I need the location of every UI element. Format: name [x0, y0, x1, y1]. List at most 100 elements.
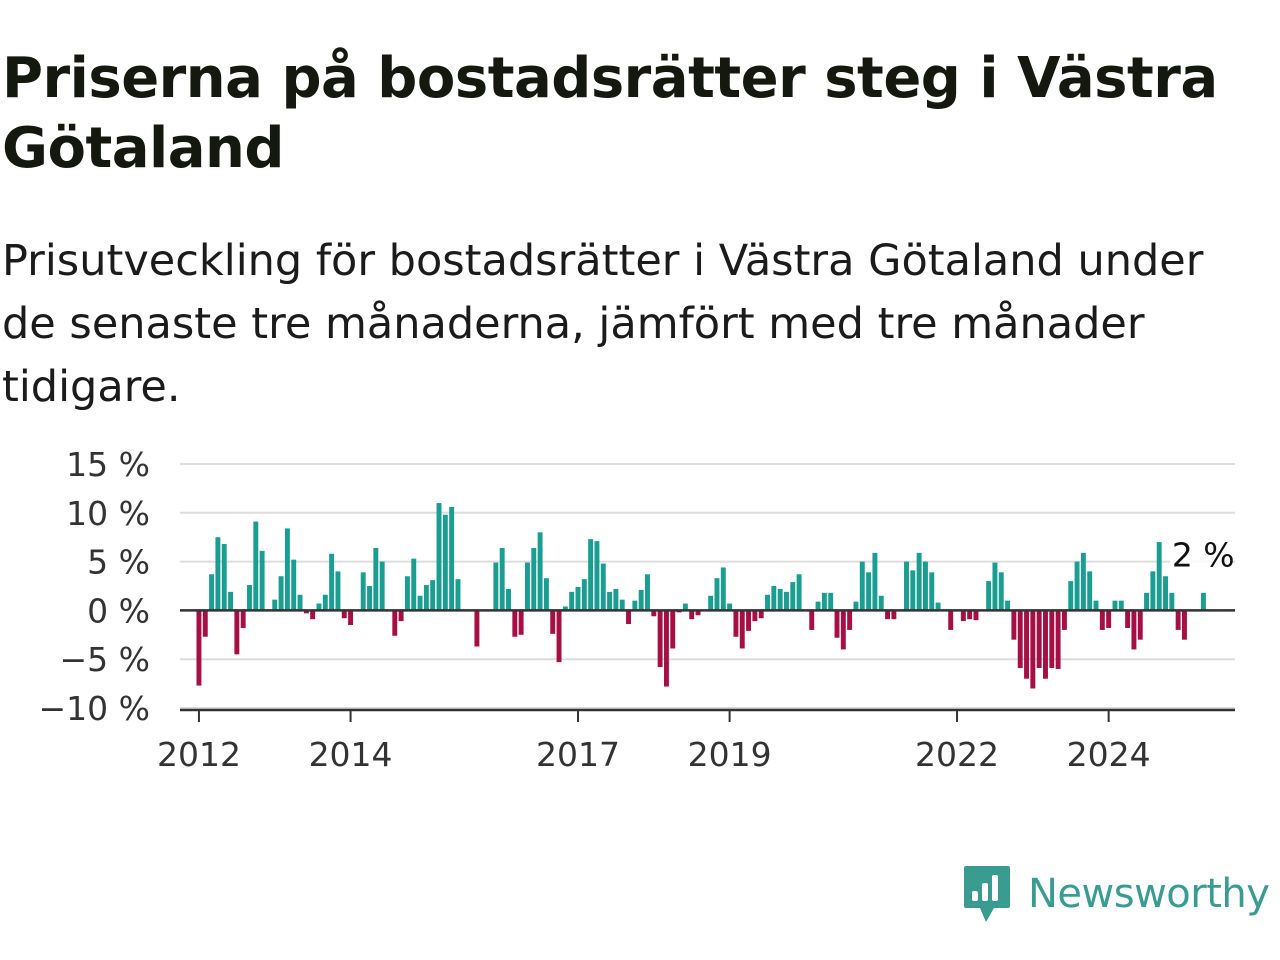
bar [1024, 610, 1029, 679]
bar [543, 578, 549, 611]
bar [474, 610, 480, 647]
bar [916, 552, 922, 611]
bar [651, 610, 657, 617]
bar [588, 539, 594, 611]
bar [524, 562, 530, 611]
bar [714, 578, 720, 611]
bar [550, 610, 556, 634]
bar [1005, 600, 1011, 611]
bar [922, 561, 928, 611]
bar [866, 572, 872, 611]
bar [1106, 610, 1112, 628]
chart-title: Priserna på bostadsrätter steg i Västra … [2, 46, 1218, 181]
bars [196, 503, 1206, 689]
bar [499, 547, 505, 611]
bar [562, 606, 568, 611]
bar [348, 610, 354, 626]
bar [771, 586, 777, 611]
bar [411, 558, 417, 611]
bar [828, 592, 834, 611]
annotation-label: 2 % [1172, 536, 1235, 575]
chart-subtitle: Prisutveckling för bostadsrätter i Västr… [2, 236, 1204, 412]
brand-name: Newsworthy [1028, 871, 1270, 917]
bar [392, 610, 398, 636]
bar [518, 610, 524, 635]
bar [682, 603, 688, 611]
bar [259, 550, 265, 611]
bar [663, 610, 669, 687]
bar [360, 572, 366, 611]
y-tick-label: −5 % [60, 640, 151, 679]
bar [234, 610, 240, 655]
bar [253, 521, 259, 611]
bar [752, 610, 758, 622]
bar [872, 552, 878, 611]
bar [367, 586, 372, 611]
bar [657, 610, 663, 668]
bar [1156, 542, 1162, 611]
bar [202, 610, 208, 637]
axes [180, 609, 1235, 722]
bar [575, 586, 581, 611]
bar [341, 610, 347, 619]
bar [1080, 552, 1086, 611]
bar [1150, 571, 1156, 611]
bar [1017, 610, 1023, 668]
bar [720, 567, 726, 611]
bar [278, 576, 284, 611]
bar [815, 601, 821, 611]
bar [967, 610, 973, 620]
bar [1036, 610, 1042, 668]
tick-labels: 15 % 10 % 5 % 0 % −5 % −10 %2012 2014 2017 2019 2… [39, 445, 1235, 774]
bar [1099, 610, 1105, 630]
bar [821, 592, 827, 611]
bar [215, 537, 221, 611]
bar [1068, 581, 1074, 611]
brand-logo: Newsworthy [962, 862, 1270, 926]
bar [670, 610, 676, 649]
bar [790, 582, 796, 611]
bar [1175, 610, 1181, 630]
bar [417, 595, 423, 611]
bar [1074, 561, 1080, 611]
bar [449, 506, 455, 611]
bar [607, 591, 613, 611]
bar [430, 580, 436, 611]
bar [626, 610, 631, 625]
bar [228, 591, 234, 611]
bar [809, 610, 815, 630]
bar [404, 576, 410, 611]
bar [284, 528, 290, 611]
bar [632, 600, 638, 611]
bar [537, 532, 543, 611]
y-tick-label: 5 % [87, 543, 150, 582]
bar [910, 570, 916, 611]
bar [834, 610, 840, 638]
bar [973, 610, 979, 621]
bar [708, 595, 714, 611]
bar [733, 610, 739, 637]
bar [1200, 592, 1206, 611]
bar [853, 601, 859, 611]
x-tick-label: 2017 [536, 735, 620, 774]
bar [992, 562, 998, 611]
bar [758, 610, 764, 619]
bar [423, 585, 429, 611]
bar [847, 610, 853, 630]
bar [619, 599, 625, 611]
bar [1049, 610, 1055, 668]
bar [1030, 610, 1036, 689]
bar-chart: 15 % 10 % 5 % 0 % −5 % −10 %2012 2014 2017 2019 2… [39, 445, 1235, 774]
bar [638, 589, 644, 611]
bar [335, 571, 341, 611]
bar [935, 602, 941, 611]
bar [998, 572, 1004, 611]
bar [442, 514, 448, 611]
bar [569, 591, 575, 611]
bar [645, 574, 650, 611]
y-tick-label: 15 % [66, 445, 150, 484]
bar [891, 610, 897, 620]
bar [960, 610, 966, 622]
bar [1011, 610, 1017, 640]
bar [1144, 592, 1150, 611]
